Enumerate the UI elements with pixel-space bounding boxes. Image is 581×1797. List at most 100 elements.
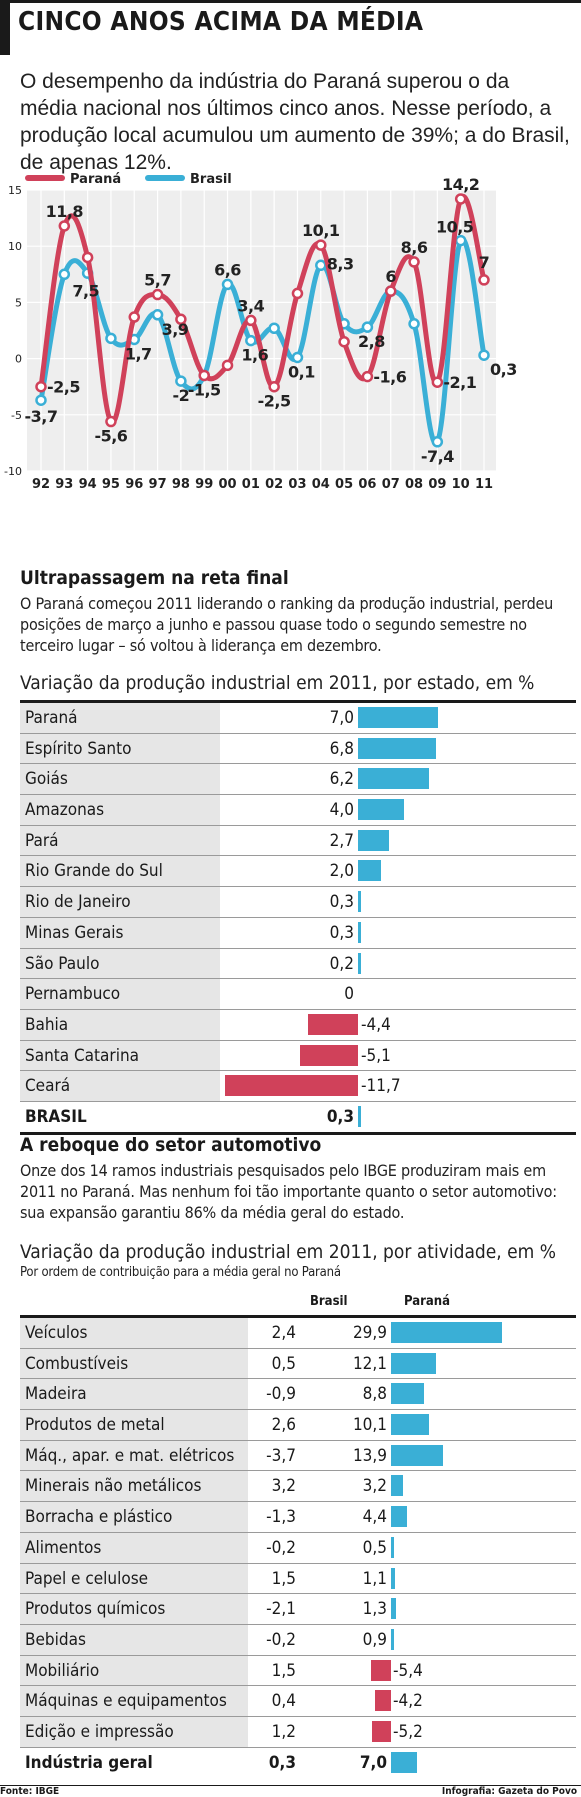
value-label: 0,3 xyxy=(326,1106,354,1127)
parana-bar xyxy=(391,1444,443,1466)
value-bar xyxy=(358,768,429,790)
table-row: Veículos 2,4 29,9 xyxy=(20,1318,576,1349)
table-row: Bahia -4,4 xyxy=(20,1009,576,1041)
credit-note: Infografia: Gazeta do Povo xyxy=(441,1786,577,1797)
table-row: Santa Catarina -5,1 xyxy=(20,1040,576,1072)
parana-bar xyxy=(391,1475,403,1497)
data-label: 6 xyxy=(385,267,396,286)
table-row: Papel e celulose 1,5 1,1 xyxy=(20,1563,576,1595)
data-point xyxy=(81,251,94,264)
data-point xyxy=(175,375,187,387)
data-label: 10,1 xyxy=(302,221,340,240)
row-label: Rio Grande do Sul xyxy=(25,861,163,882)
brasil-value: 3,2 xyxy=(271,1476,296,1497)
label-cell-background xyxy=(20,1009,220,1040)
states-table-top-rule xyxy=(20,700,576,703)
parana-bar xyxy=(391,1383,424,1405)
row-label: Edição e impressão xyxy=(25,1721,174,1742)
parana-bar xyxy=(391,1567,396,1589)
data-point xyxy=(35,394,47,406)
x-tick-label: 00 xyxy=(218,477,236,492)
parana-value: 3,2 xyxy=(362,1476,387,1497)
parana-value: 0,5 xyxy=(362,1537,387,1558)
table-row: Amazonas 4,0 xyxy=(20,795,576,826)
data-point xyxy=(58,220,71,232)
data-point xyxy=(151,288,164,301)
value-bar xyxy=(307,1013,358,1035)
label-cell-background xyxy=(20,825,220,856)
section-text-ultrapassagem: O Paraná começou 2011 liderando o rankin… xyxy=(20,594,554,655)
value-bar xyxy=(358,952,361,974)
table-row: Espírito Santo 6,8 xyxy=(20,733,576,765)
value-bar xyxy=(358,799,404,821)
legend-label: Brasil xyxy=(190,172,232,187)
parana-bar xyxy=(370,1659,391,1681)
row-label: Minerais não metálicos xyxy=(25,1476,202,1497)
data-point xyxy=(245,314,257,327)
data-point xyxy=(198,369,210,382)
table-row: São Paulo 0,2 xyxy=(20,948,576,980)
data-label: -2,1 xyxy=(443,373,476,392)
parana-bar xyxy=(391,1414,429,1436)
brasil-value: 1,5 xyxy=(271,1568,296,1589)
data-label: 1,6 xyxy=(241,346,268,365)
row-label: Indústria geral xyxy=(25,1752,153,1773)
row-label: Pernambuco xyxy=(25,984,121,1005)
label-cell-background xyxy=(20,1318,248,1348)
row-label: Combustíveis xyxy=(25,1353,129,1374)
label-cell-background xyxy=(20,1440,248,1471)
value-label: 2,7 xyxy=(329,830,354,851)
parana-value: 1,1 xyxy=(362,1568,387,1589)
value-bar xyxy=(358,1105,362,1127)
data-point xyxy=(105,332,117,345)
data-label: -2 xyxy=(173,386,190,405)
value-bar xyxy=(358,829,389,851)
row-label: Amazonas xyxy=(25,800,105,821)
row-label: Produtos químicos xyxy=(25,1599,166,1620)
table-row: Paraná 7,0 xyxy=(20,703,576,734)
parana-value: 1,3 xyxy=(362,1599,387,1620)
footer-rule xyxy=(0,1785,581,1786)
row-label: Produtos de metal xyxy=(25,1415,165,1436)
data-point xyxy=(35,380,47,393)
data-point xyxy=(128,311,141,323)
value-bar xyxy=(358,737,436,759)
data-point xyxy=(58,268,71,281)
data-point xyxy=(454,234,467,247)
y-tick-label: 15 xyxy=(8,184,22,197)
data-label: 3,4 xyxy=(237,296,264,315)
value-label: 6,2 xyxy=(329,769,354,790)
parana-value: 4,4 xyxy=(362,1507,387,1528)
table-row: Minas Gerais 0,3 xyxy=(20,917,576,949)
brasil-value: -2,1 xyxy=(266,1599,296,1620)
parana-value: 10,1 xyxy=(352,1415,387,1436)
table-row: Mobiliário 1,5 -5,4 xyxy=(20,1655,576,1687)
data-label: -1,5 xyxy=(188,380,221,399)
parana-value: 13,9 xyxy=(352,1445,387,1466)
x-tick-label: 99 xyxy=(195,477,213,492)
data-label: 6,6 xyxy=(214,260,241,279)
parana-bar xyxy=(391,1598,396,1620)
data-point xyxy=(291,351,304,364)
label-cell-background xyxy=(20,1071,220,1101)
source-note: Fonte: IBGE xyxy=(0,1786,60,1797)
x-tick-label: 07 xyxy=(382,477,400,492)
row-label: Papel e celulose xyxy=(25,1568,149,1589)
brasil-value: 0,3 xyxy=(268,1752,296,1773)
data-label: 11,8 xyxy=(46,202,84,221)
row-label: Paraná xyxy=(25,708,78,728)
table-row: Pará 2,7 xyxy=(20,825,576,857)
table-row: Madeira -0,9 8,8 xyxy=(20,1379,576,1411)
label-cell-background xyxy=(20,917,220,948)
total-row: Indústria geral 0,3 7,0 xyxy=(20,1748,576,1778)
data-label: -7,4 xyxy=(421,447,454,466)
data-label: 10,5 xyxy=(436,218,474,237)
brasil-value: -3,7 xyxy=(266,1445,296,1466)
y-tick-label: 0 xyxy=(15,353,22,366)
label-cell-background xyxy=(20,703,220,733)
label-cell-background xyxy=(20,1471,248,1502)
label-cell-background xyxy=(20,795,220,825)
column-header-brasil: Brasil xyxy=(310,1294,348,1309)
value-label: 0,2 xyxy=(329,953,354,974)
x-tick-label: 94 xyxy=(79,477,97,492)
